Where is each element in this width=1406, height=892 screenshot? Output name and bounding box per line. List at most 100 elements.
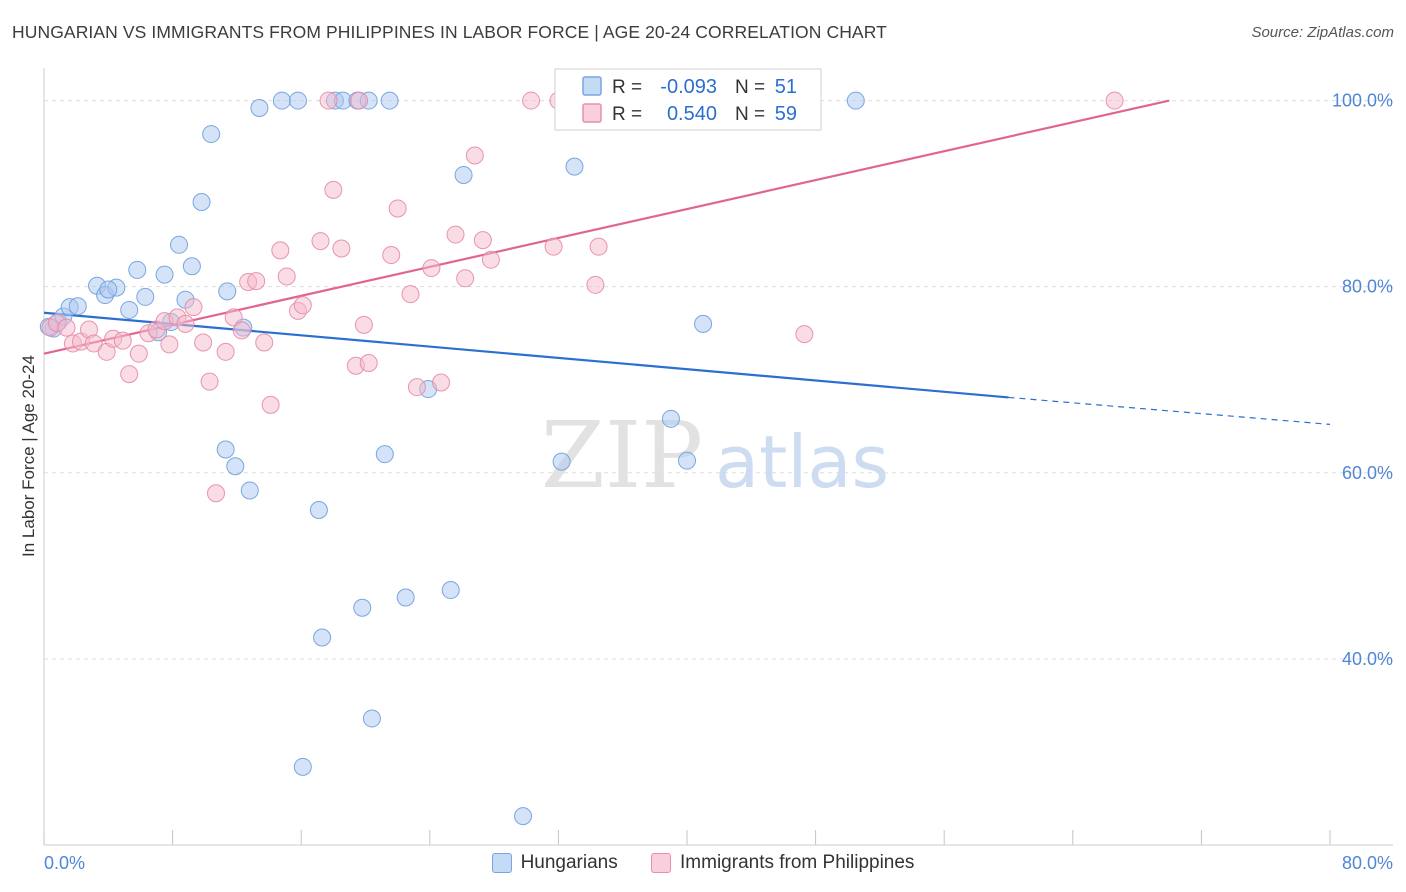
philippines-point-22 (216, 342, 235, 361)
hungarians-point-9 (128, 260, 147, 279)
hungarians-point-34 (362, 709, 381, 728)
y-tick-label-2: 80.0% (1342, 277, 1393, 297)
philippines-point-2 (57, 318, 76, 337)
philippines-point-46 (456, 269, 475, 288)
legend-r-label-1: R = (612, 77, 642, 98)
legend-n-label-1: N = (735, 77, 765, 98)
philippines-point-43 (422, 259, 441, 278)
hungarians-point-4 (68, 297, 87, 316)
trendlines (43, 99, 1331, 425)
y-tick-label-0: 40.0% (1342, 649, 1393, 669)
philippines-point-27 (255, 333, 274, 352)
legend-label-hungarians: Hungarians (520, 852, 618, 873)
philippines-point-15 (160, 335, 179, 354)
legend-label-philippines: Immigrants from Philippines (680, 852, 915, 873)
hungarians-point-29 (309, 501, 328, 520)
y-tick-label-1: 60.0% (1342, 463, 1393, 483)
hungarians-point-24 (250, 99, 269, 118)
y-axis-label: In Labor Force | Age 20-24 (19, 355, 38, 557)
hungarians-point-42 (552, 452, 571, 471)
hungarians-point-47 (846, 91, 865, 110)
hungarians-point-18 (202, 125, 221, 144)
hungarians-point-35 (375, 445, 394, 464)
gridlines (44, 100, 1393, 660)
philippines-point-44 (432, 373, 451, 392)
legend-n-value-1: 51 (775, 76, 797, 98)
philippines-point-58 (350, 91, 369, 110)
hungarians-point-40 (454, 166, 473, 185)
hungarians-point-23 (240, 481, 259, 500)
hungarians-point-39 (441, 581, 460, 600)
philippines-point-56 (1105, 91, 1124, 110)
hungarians-point-16 (182, 257, 201, 276)
legend-r-value-1: -0.093 (660, 76, 717, 98)
philippines-point-45 (446, 225, 465, 244)
hungarians-point-21 (226, 457, 245, 476)
hungarians-point-43 (565, 157, 584, 176)
philippines-point-11 (129, 344, 148, 363)
hungarians-point-50 (99, 280, 118, 299)
philippines-point-40 (388, 199, 407, 218)
y-tick-labels: 40.0% 60.0% 80.0% 100.0% (1332, 91, 1393, 669)
philippines-point-10 (120, 365, 139, 384)
philippines-point-38 (354, 315, 373, 334)
axes (43, 68, 1393, 846)
hungarians-trendline-extension (1008, 396, 1331, 425)
legend-swatch-pink (651, 853, 672, 873)
x-tick-label-min: 0.0% (44, 853, 85, 873)
hungarians-point-28 (313, 628, 332, 647)
philippines-point-23 (224, 308, 243, 327)
hungarians-point-33 (353, 598, 372, 617)
philippines-point-53 (586, 275, 605, 294)
hungarians-point-12 (155, 265, 174, 284)
philippines-point-42 (407, 378, 426, 397)
philippines-point-51 (544, 237, 563, 256)
legend-swatch-blue (491, 853, 512, 873)
philippines-point-57 (319, 91, 338, 110)
hungarians-point-14 (170, 235, 189, 254)
philippines-point-55 (795, 325, 814, 344)
legend-swatch-hungarians (582, 76, 602, 96)
hungarians-point-19 (218, 282, 237, 301)
hungarians-point-46 (694, 314, 713, 333)
hungarians-point-8 (120, 300, 139, 319)
philippines-point-49 (481, 250, 500, 269)
philippines-point-29 (271, 241, 290, 260)
hungarians-trendline (43, 311, 1009, 399)
philippines-point-21 (207, 484, 226, 503)
legend-r-label-2: R = (612, 104, 642, 125)
philippines-point-19 (194, 333, 213, 352)
legend-swatch-philippines (582, 103, 602, 123)
philippines-point-39 (382, 246, 401, 265)
philippines-point-17 (176, 314, 195, 333)
watermark: ZIP atlas (541, 402, 889, 509)
data-points (39, 91, 1124, 826)
philippines-point-9 (113, 331, 132, 350)
hungarians-point-26 (288, 91, 307, 110)
philippines-point-47 (465, 146, 484, 165)
hungarians-point-17 (192, 192, 211, 211)
philippines-point-28 (261, 395, 280, 414)
philippines-point-35 (332, 239, 351, 258)
philippines-point-50 (522, 91, 541, 110)
hungarians-point-37 (396, 588, 415, 607)
philippines-point-26 (247, 272, 266, 291)
philippines-point-32 (293, 296, 312, 315)
chart-title: HUNGARIAN VS IMMIGRANTS FROM PHILIPPINES… (12, 22, 887, 42)
philippines-point-6 (84, 334, 103, 353)
legend-n-value-2: 59 (775, 103, 797, 125)
philippines-point-48 (473, 231, 492, 250)
x-tick-label-max: 80.0% (1342, 853, 1393, 873)
legend-r-value-2: 0.540 (667, 103, 717, 125)
bottom-legend: Hungarians Immigrants from Philippines (0, 852, 1406, 879)
hungarians-point-36 (380, 91, 399, 110)
hungarians-point-27 (293, 757, 312, 776)
source-label: Source: ZipAtlas.com (1251, 24, 1394, 41)
legend-item-philippines[interactable]: Immigrants from Philippines (651, 852, 914, 874)
philippines-point-54 (589, 237, 608, 256)
philippines-point-20 (200, 372, 219, 391)
hungarians-point-41 (514, 807, 533, 826)
watermark-atlas: atlas (715, 420, 889, 504)
legend-item-hungarians[interactable]: Hungarians (491, 852, 618, 874)
